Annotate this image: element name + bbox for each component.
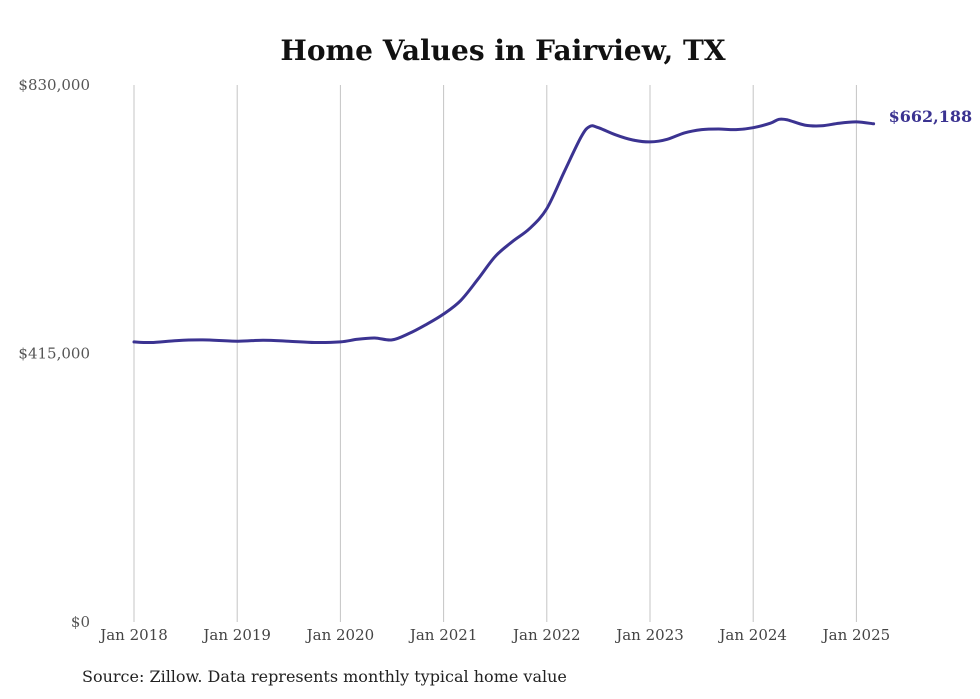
x-tick-label: Jan 2022 bbox=[511, 626, 581, 644]
x-tick-label: Jan 2019 bbox=[201, 626, 271, 644]
x-tick-label: Jan 2024 bbox=[717, 626, 787, 644]
end-value-label: $662,188 bbox=[889, 107, 973, 126]
x-tick-label: Jan 2021 bbox=[408, 626, 478, 644]
series-line bbox=[132, 117, 876, 345]
y-axis-ticks: $0 $415,000 $830,000 bbox=[18, 76, 90, 631]
chart-title: Home Values in Fairview, TX bbox=[280, 34, 725, 67]
y-tick-label: $830,000 bbox=[18, 76, 90, 94]
series-group: $662,188 bbox=[132, 107, 973, 345]
y-tick-label: $0 bbox=[71, 613, 90, 631]
gridlines bbox=[133, 85, 857, 622]
x-tick-label: Jan 2020 bbox=[305, 626, 375, 644]
x-tick-label: Jan 2025 bbox=[821, 626, 891, 644]
y-tick-label: $415,000 bbox=[18, 345, 90, 363]
x-axis-ticks: Jan 2018 Jan 2019 Jan 2020 Jan 2021 Jan 2022… bbox=[98, 626, 890, 644]
source-note: Source: Zillow. Data represents monthly … bbox=[82, 667, 567, 686]
line-chart: Home Values in Fairview, TX $0 $415,000 $8… bbox=[18, 34, 973, 644]
x-tick-label: Jan 2018 bbox=[98, 626, 168, 644]
x-tick-label: Jan 2023 bbox=[614, 626, 684, 644]
